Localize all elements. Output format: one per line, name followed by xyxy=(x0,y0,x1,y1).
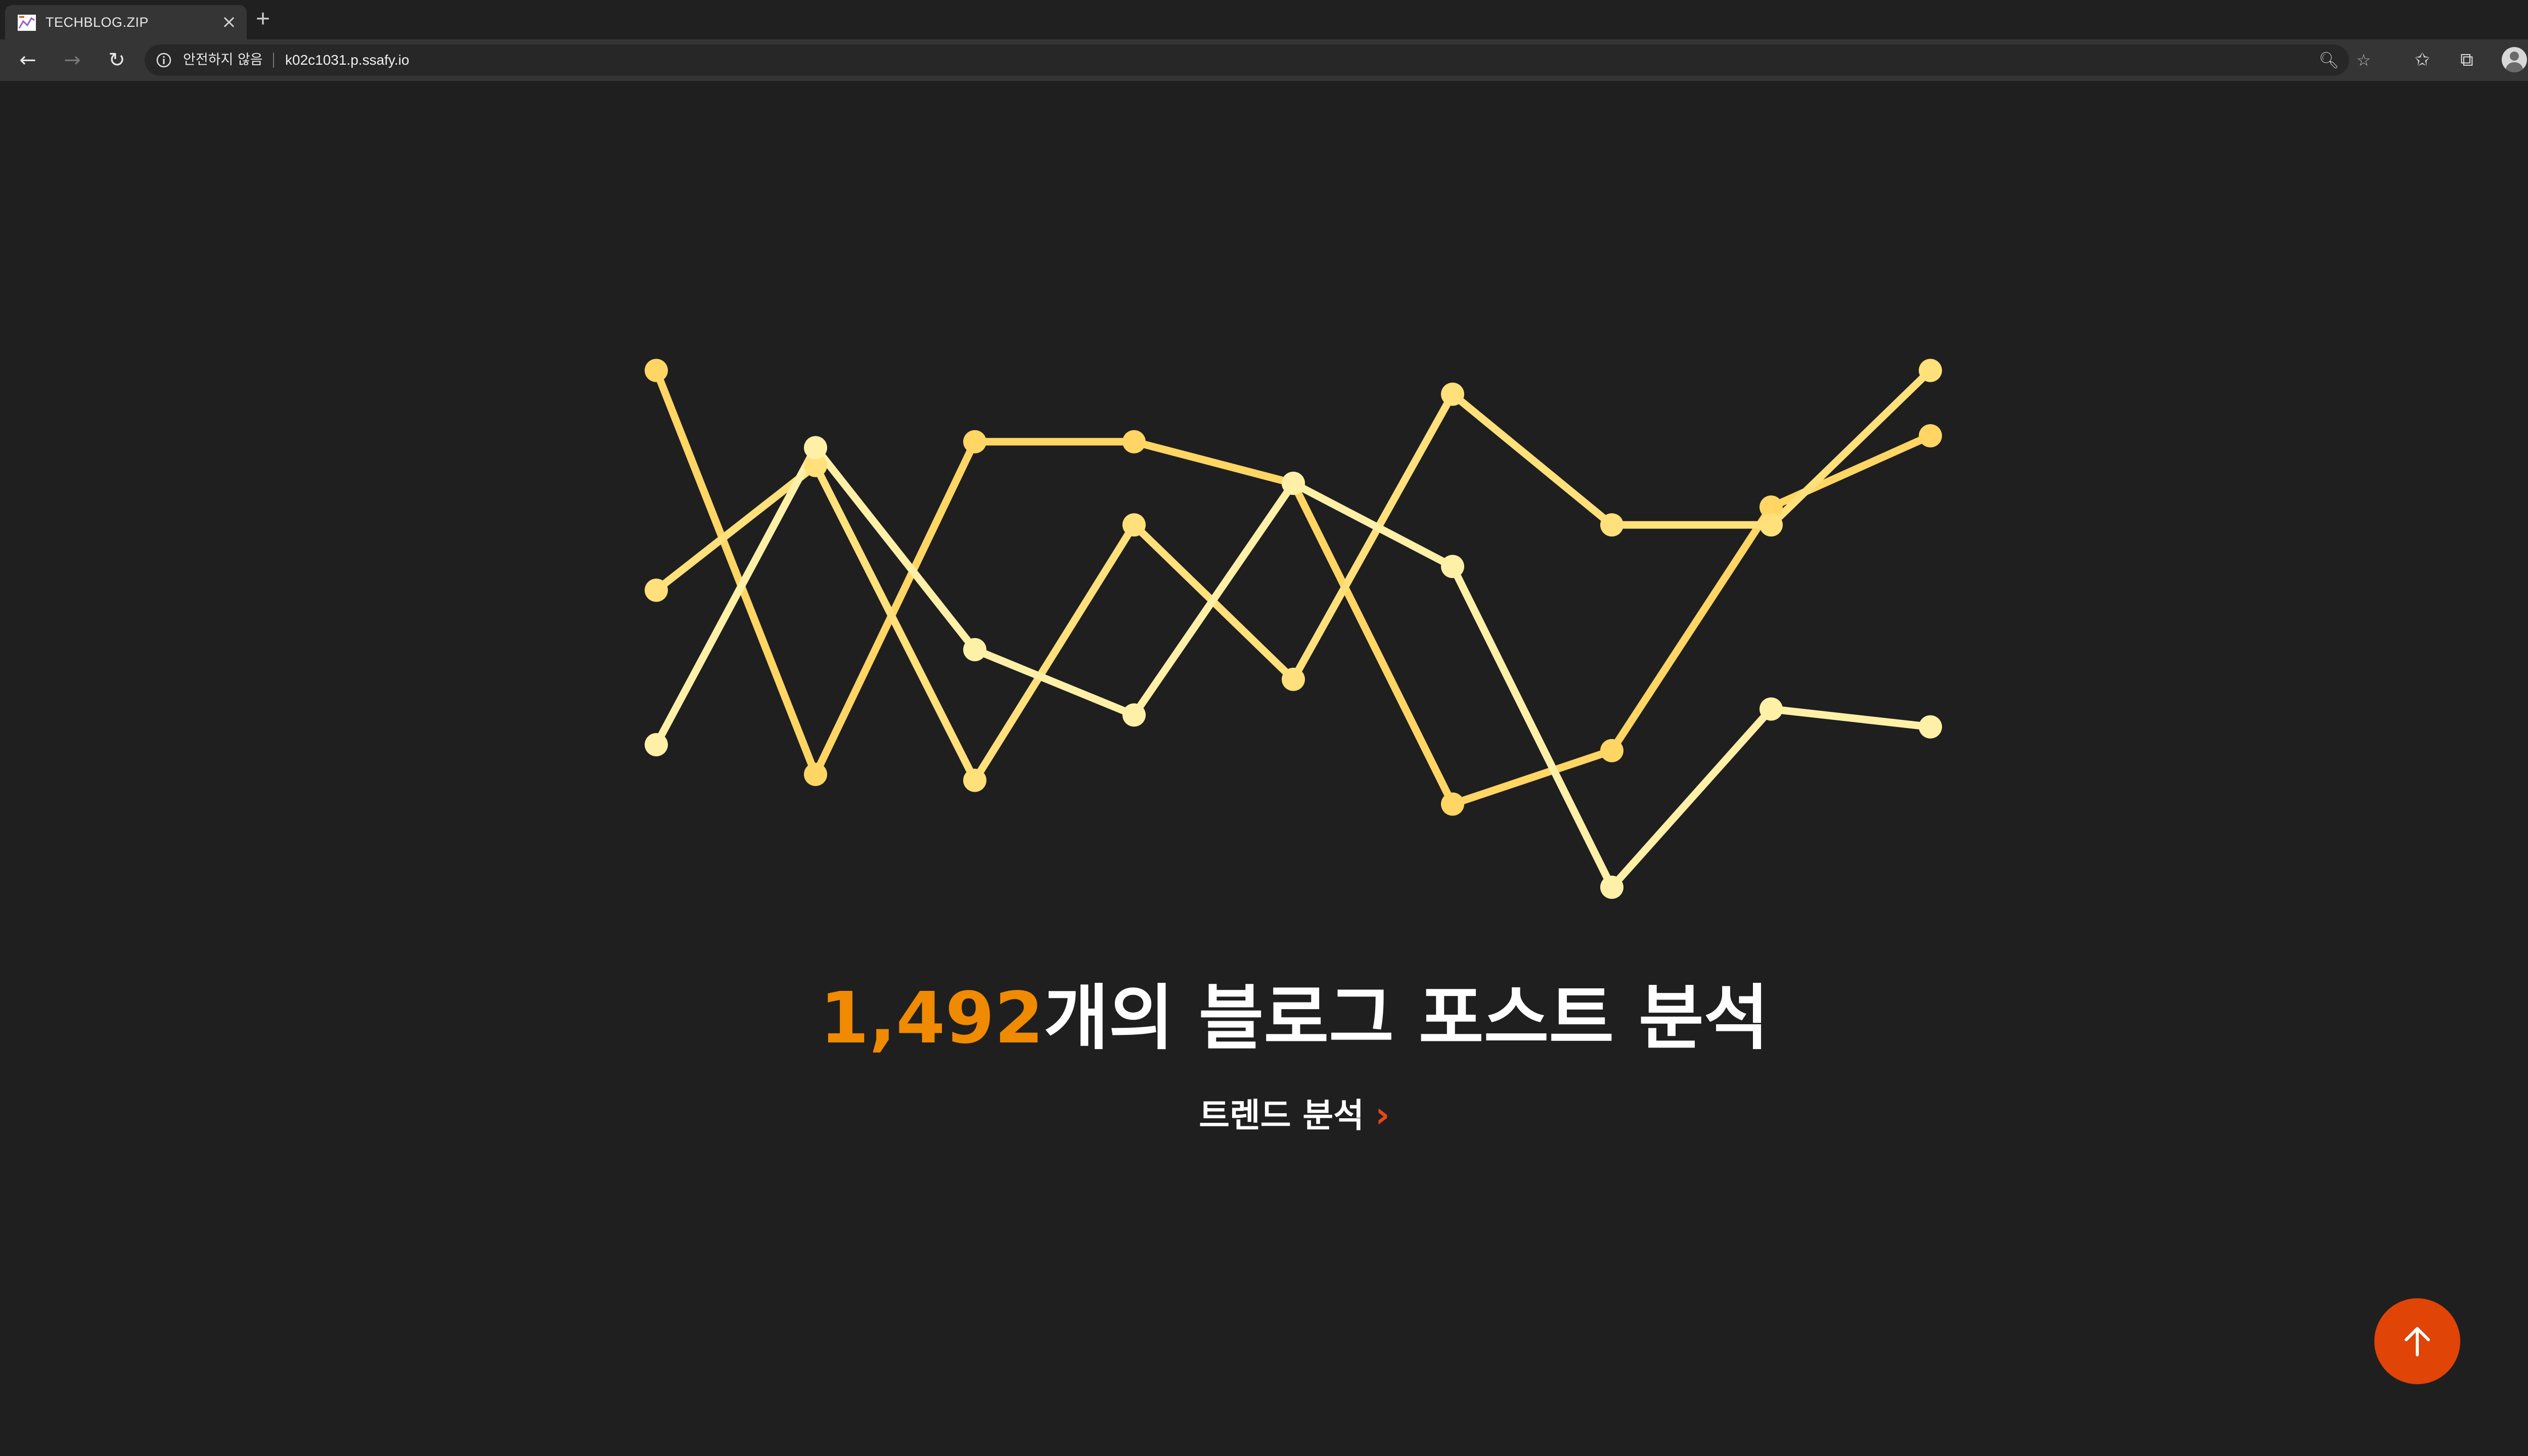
tab-close-icon[interactable]: × xyxy=(221,12,237,32)
browser-tab[interactable]: TECHBLOG.ZIP × xyxy=(5,5,247,39)
zoom-icon[interactable]: 🔍︎ xyxy=(2319,51,2339,70)
data-point-s2-6 xyxy=(1441,382,1464,406)
trend-analysis-link[interactable]: 트렌드 분석 › xyxy=(0,1092,2528,1139)
post-count: 1,492 xyxy=(820,977,1044,1060)
data-point-s3-7 xyxy=(1600,876,1623,899)
chevron-right-icon[interactable]: › xyxy=(1375,1094,1390,1135)
security-status[interactable]: 안전하지 않음 xyxy=(183,52,263,68)
data-point-s2-7 xyxy=(1600,513,1623,537)
data-point-s2-5 xyxy=(1282,667,1305,691)
chart-favicon-icon xyxy=(18,15,36,31)
arrow-up-icon xyxy=(2405,1327,2430,1356)
data-point-s1-8 xyxy=(1759,495,1783,519)
tab-title: TECHBLOG.ZIP xyxy=(46,15,149,30)
data-point-s1-1 xyxy=(645,358,668,382)
data-point-s1-6 xyxy=(1441,792,1464,816)
reload-icon[interactable]: ↻ xyxy=(108,49,125,72)
collections-icon[interactable]: ⧉ xyxy=(2460,50,2473,70)
page-content: 1,492개의 블로그 포스트 분석 트렌드 분석 › xyxy=(0,81,2528,1456)
data-point-s3-8 xyxy=(1759,697,1783,721)
trend-line-chart xyxy=(645,358,1942,899)
data-point-s2-8 xyxy=(1759,513,1783,537)
data-point-s2-2 xyxy=(804,453,827,477)
back-icon[interactable]: ← xyxy=(19,49,36,72)
data-point-s3-6 xyxy=(1441,555,1464,578)
data-point-s1-7 xyxy=(1600,739,1623,762)
info-icon[interactable] xyxy=(156,52,172,68)
trend-link-label[interactable]: 트렌드 분석 xyxy=(1199,1096,1364,1135)
scroll-to-top-button[interactable] xyxy=(2374,1298,2460,1384)
headline: 1,492개의 블로그 포스트 분석 xyxy=(0,976,2528,1062)
url-text[interactable]: k02c1031.p.ssafy.io xyxy=(285,52,410,68)
series-line-3 xyxy=(652,444,1934,891)
headline-text: 개의 블로그 포스트 분석 xyxy=(1044,977,1769,1060)
data-point-s2-3 xyxy=(963,768,986,792)
data-point-s2-1 xyxy=(645,578,668,602)
browser-toolbar: ← → ↻ 안전하지 않음 k02c1031.p.ssafy.io 🔍︎ ☆ ✩… xyxy=(0,39,2528,81)
data-point-s3-5 xyxy=(1282,472,1305,495)
data-point-s1-3 xyxy=(963,430,986,453)
favorites-icon[interactable]: ✩ xyxy=(2414,50,2430,70)
forward-icon[interactable]: → xyxy=(64,49,81,72)
address-divider xyxy=(273,53,274,68)
data-point-s2-9 xyxy=(1919,358,1942,382)
data-point-s3-2 xyxy=(804,436,827,460)
new-tab-icon[interactable]: + xyxy=(256,6,270,32)
series-line-2 xyxy=(652,367,1934,784)
data-point-s3-4 xyxy=(1122,703,1146,727)
favorite-star-icon[interactable]: ☆ xyxy=(2356,51,2371,70)
address-bar[interactable]: 안전하지 않음 k02c1031.p.ssafy.io 🔍︎ ☆ xyxy=(145,44,2371,76)
data-point-s2-4 xyxy=(1122,513,1146,537)
data-point-s3-1 xyxy=(645,733,668,756)
profile-avatar[interactable] xyxy=(2502,47,2527,72)
browser-tab-strip: TECHBLOG.ZIP × + xyxy=(0,0,2528,39)
data-point-s3-3 xyxy=(963,638,986,661)
data-point-s1-9 xyxy=(1919,424,1942,447)
data-point-s1-4 xyxy=(1122,430,1146,453)
data-point-s3-9 xyxy=(1919,715,1942,739)
data-point-s1-2 xyxy=(804,762,827,786)
